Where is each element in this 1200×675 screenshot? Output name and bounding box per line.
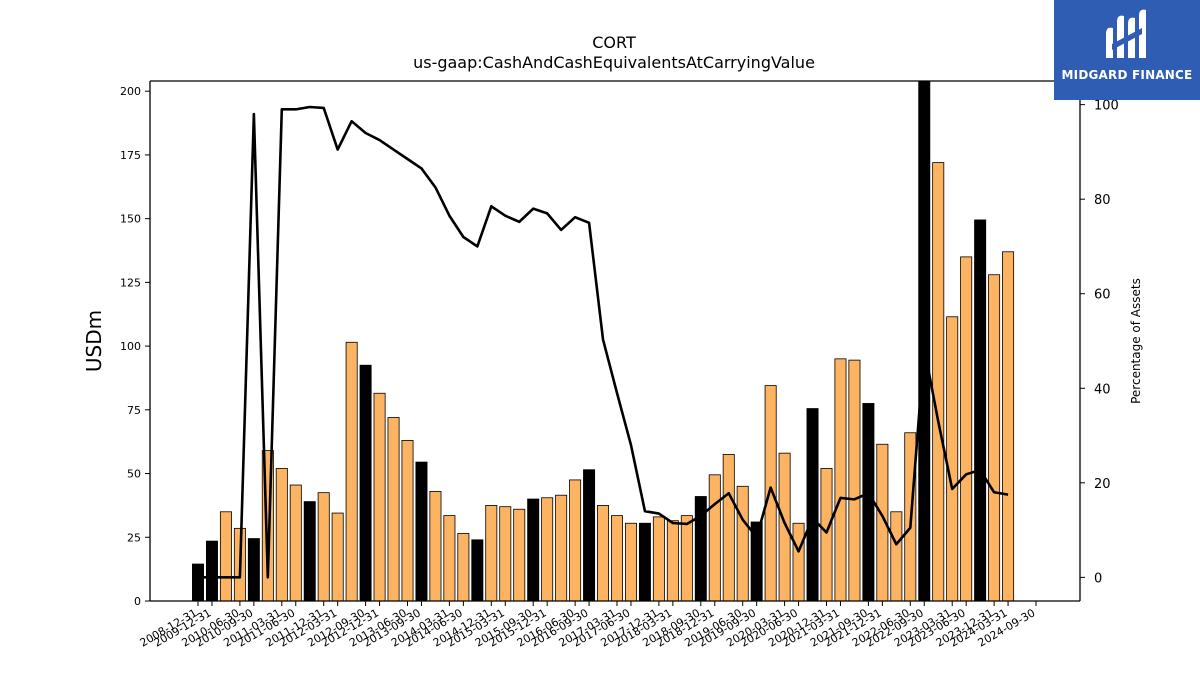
bar-2021-09-30 [862, 403, 875, 602]
bar-2015-06-30 [513, 508, 526, 602]
bar-2010-09-30 [247, 538, 260, 602]
bar-2016-03-31 [555, 494, 568, 602]
bar-2019-12-31 [764, 385, 777, 602]
bar-2011-03-31 [275, 468, 288, 602]
y2-tick-label: 100 [1094, 99, 1119, 114]
bar-2015-12-31 [541, 497, 554, 602]
x-axis-ticks: 2008-12-312009-12-312010-06-302010-09-30… [138, 601, 1038, 650]
bar-2014-12-31 [485, 505, 498, 602]
bar-2016-09-30 [583, 469, 596, 602]
bar-2011-06-30 [289, 484, 302, 602]
y2-tick-label: 60 [1094, 288, 1111, 303]
y-tick-label: 175 [120, 149, 141, 162]
bar-2013-09-30 [415, 461, 428, 602]
bar-2016-06-30 [569, 479, 582, 602]
y-axis-ticks: 0 25 50 75 100 125 150 175 200 [120, 85, 150, 608]
y-axis-label: USDm [82, 310, 106, 372]
bar-2023-12-31 [988, 274, 1001, 602]
y-tick-label: 25 [127, 531, 141, 544]
bar-2021-06-30 [848, 359, 861, 602]
bar-2019-06-30 [736, 485, 749, 602]
bar-2011-12-31 [317, 492, 330, 602]
bar-2020-12-31 [820, 468, 833, 602]
bar-2020-09-30 [806, 408, 819, 602]
y2-tick-label: 20 [1094, 477, 1111, 492]
y2-tick-label: 80 [1094, 193, 1111, 208]
axes [149, 80, 1081, 602]
y-tick-label: 150 [120, 213, 141, 226]
bar-2020-03-31 [778, 452, 791, 602]
y-tick-label: 0 [134, 595, 141, 608]
y-tick-label: 100 [120, 340, 141, 353]
bar-2014-09-30 [471, 539, 484, 602]
bar-2023-06-30 [960, 256, 973, 602]
bar-2017-09-30 [638, 522, 651, 602]
bar-2022-03-31 [890, 511, 903, 602]
bar-2010-03-31 [219, 511, 232, 602]
bar-2023-03-31 [946, 316, 959, 602]
bar-2017-03-31 [611, 515, 623, 602]
bar-2012-09-30 [359, 364, 372, 602]
bar-2018-06-30 [680, 515, 693, 602]
y2-axis-ticks: 0 20 40 60 80 100 [1080, 99, 1119, 586]
y-tick-label: 125 [120, 276, 141, 289]
y-tick-label: 200 [120, 85, 141, 98]
y-tick-label: 75 [127, 404, 141, 417]
bar-2018-03-31 [666, 520, 679, 602]
bar-2020-06-30 [792, 522, 805, 602]
bar-2008-12-31 [192, 563, 204, 602]
bar-2013-03-31 [387, 417, 400, 602]
y2-tick-label: 40 [1094, 382, 1111, 397]
bar-2013-12-31 [429, 490, 442, 602]
midgard-logo-icon [1106, 9, 1146, 59]
bar-2015-09-30 [527, 498, 540, 602]
midgard-finance-logo: MIDGARD FINANCE [1054, 0, 1200, 100]
y-tick-label: 50 [127, 468, 141, 481]
bar-2024-03-31 [1002, 251, 1015, 602]
line-series [198, 105, 1009, 579]
bar-2012-03-31 [331, 512, 344, 602]
bar-2013-06-30 [401, 440, 414, 602]
bar-2015-03-31 [499, 506, 512, 602]
bar-2014-03-31 [443, 515, 456, 602]
y2-tick-label: 0 [1094, 571, 1102, 586]
bar-2021-03-31 [834, 358, 847, 602]
bar-2012-06-30 [345, 341, 358, 602]
percentage-line [198, 105, 1009, 579]
bar-2012-12-31 [373, 392, 386, 602]
logo-text: MIDGARD FINANCE [1061, 68, 1193, 82]
bar-2019-03-31 [722, 454, 735, 602]
chart-subtitle: us-gaap:CashAndCashEquivalentsAtCarrying… [413, 53, 815, 72]
bar-2016-12-31 [597, 505, 610, 602]
bar-2017-06-30 [624, 522, 637, 602]
bar-2014-06-30 [457, 533, 470, 602]
bar-2023-09-30 [974, 219, 987, 602]
y2-axis-label: Percentage of Assets [1129, 278, 1143, 404]
bar-2018-12-31 [708, 474, 721, 602]
bar-2022-09-30 [918, 80, 931, 602]
chart-title: CORT [592, 33, 636, 52]
bar-2011-09-30 [303, 501, 316, 602]
bar-2009-12-31 [205, 540, 218, 602]
bar-2022-12-31 [932, 162, 945, 602]
bar-2017-12-31 [652, 516, 665, 602]
